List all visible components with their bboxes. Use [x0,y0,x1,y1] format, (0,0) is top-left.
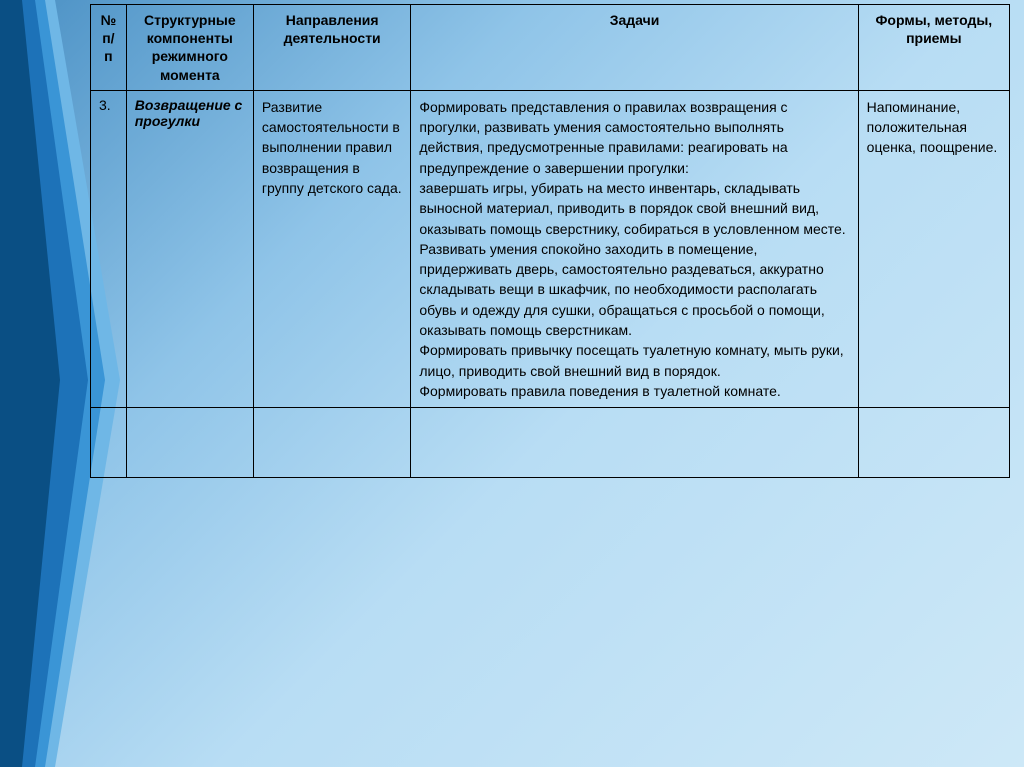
header-components: Структурные компоненты режимного момента [126,5,253,91]
table-row-spacer [91,408,1010,478]
cell-forms: Напоминание, положительная оценка, поощр… [858,90,1009,407]
table-row: 3. Возвращение с прогулки Развитие самос… [91,90,1010,407]
spacer-cell [253,408,410,478]
content-table: № п/п Структурные компоненты режимного м… [90,4,1010,478]
ribbon-poly-4 [0,0,60,767]
header-directions: Направления деятельности [253,5,410,91]
cell-num: 3. [91,90,127,407]
spacer-cell [411,408,858,478]
spacer-cell [91,408,127,478]
cell-components: Возвращение с прогулки [126,90,253,407]
cell-directions: Развитие самостоятельности в выполнении … [253,90,410,407]
header-forms: Формы, методы, приемы [858,5,1009,91]
table-header-row: № п/п Структурные компоненты режимного м… [91,5,1010,91]
spacer-cell [126,408,253,478]
spacer-cell [858,408,1009,478]
header-num: № п/п [91,5,127,91]
cell-tasks: Формировать представления о правилах воз… [411,90,858,407]
header-tasks: Задачи [411,5,858,91]
ribbon-poly-3 [0,0,88,767]
